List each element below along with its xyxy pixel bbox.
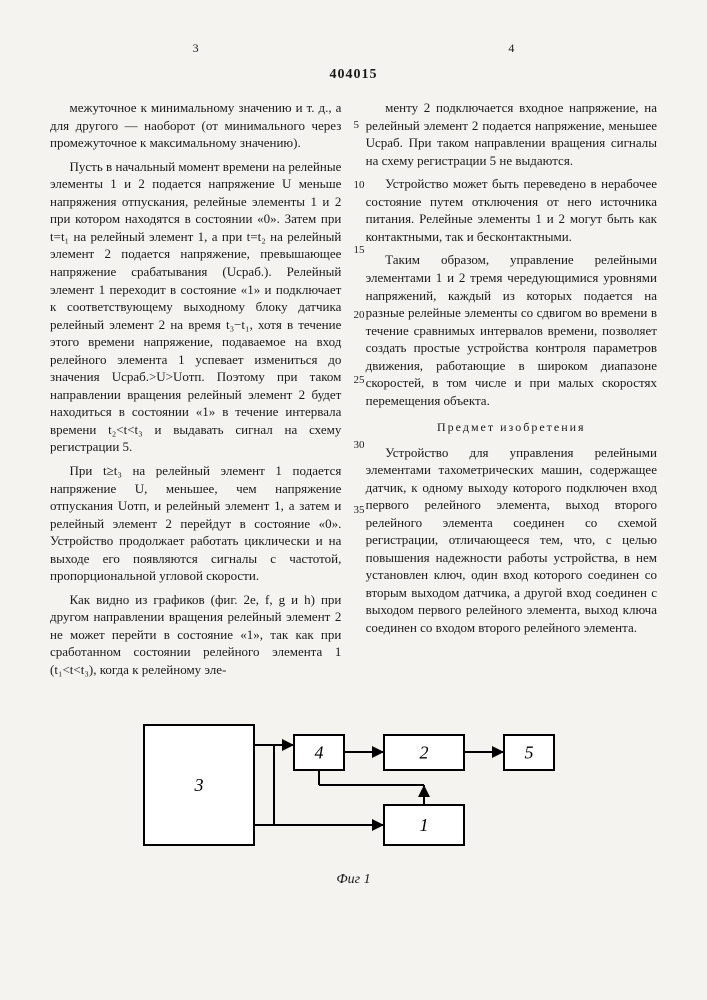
- line-marker: 5: [354, 120, 360, 131]
- line-marker: 30: [354, 440, 365, 451]
- body-paragraph: Как видно из графиков (фиг. 2e, f, g и h…: [50, 591, 341, 679]
- line-marker: 35: [354, 505, 365, 516]
- line-marker: 20: [354, 310, 365, 321]
- body-paragraph: Устройство может быть переведено в нераб…: [366, 175, 657, 245]
- right-text-column: менту 2 подключается входное напряжение,…: [366, 99, 657, 685]
- line-marker: 15: [354, 245, 365, 256]
- line-marker: 25: [354, 375, 365, 386]
- left-text-column: межуточное к минимальному значению и т. …: [50, 99, 341, 685]
- claims-heading: Предмет изобретения: [366, 419, 657, 435]
- svg-text:1: 1: [419, 815, 428, 835]
- svg-text:5: 5: [524, 742, 533, 762]
- svg-text:4: 4: [314, 742, 323, 762]
- svg-text:2: 2: [419, 742, 428, 762]
- body-paragraph: межуточное к минимальному значению и т. …: [50, 99, 341, 152]
- body-paragraph: Пусть в начальный момент времени на реле…: [50, 158, 341, 456]
- column-page-numbers: 3 4: [50, 40, 657, 56]
- figure-caption: Фиг 1: [124, 871, 584, 890]
- body-paragraph: При t≥t₃ на релейный элемент 1 подается …: [50, 462, 341, 585]
- body-paragraph: менту 2 подключается входное напряжение,…: [366, 99, 657, 169]
- svg-text:3: 3: [193, 775, 203, 795]
- body-paragraph: Таким образом, управление релейными элем…: [366, 251, 657, 409]
- right-col-number: 4: [366, 40, 657, 56]
- left-col-number: 3: [50, 40, 341, 56]
- figure-1-diagram: 3 4 2 5 1 Фиг 1: [124, 715, 584, 890]
- document-number: 404015: [50, 66, 657, 85]
- claim-paragraph: Устройство для управления релейными элем…: [366, 444, 657, 637]
- line-marker: 10: [354, 180, 365, 191]
